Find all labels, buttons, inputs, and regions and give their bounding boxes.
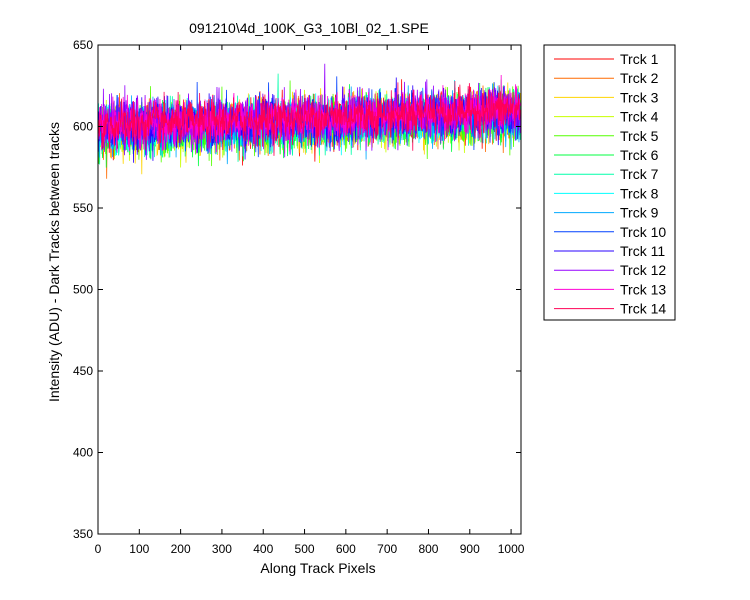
x-tick-label: 400 <box>253 542 273 556</box>
x-tick-label: 500 <box>295 542 315 556</box>
legend-label-trck-3: Trck 3 <box>620 89 659 105</box>
x-tick-label: 300 <box>212 542 232 556</box>
legend-items: Trck 1 Trck 2 Trck 3 Trck 4 Trck 5 Trck 6 Trck… <box>554 51 666 317</box>
x-tick-label: 700 <box>377 542 397 556</box>
x-tick-label: 900 <box>460 542 480 556</box>
y-tick-label: 550 <box>73 201 93 215</box>
legend-label-trck-2: Trck 2 <box>620 70 659 86</box>
series-layer <box>97 63 521 179</box>
legend: Trck 1 Trck 2 Trck 3 Trck 4 Trck 5 Trck 6 Trck… <box>543 44 676 321</box>
legend-label-trck-7: Trck 7 <box>620 166 659 182</box>
y-tick-label: 500 <box>73 283 93 297</box>
x-tick-label: 1000 <box>498 542 525 556</box>
legend-label-trck-1: Trck 1 <box>620 51 659 67</box>
legend-label-trck-4: Trck 4 <box>620 109 659 125</box>
legend-label-trck-13: Trck 13 <box>620 281 666 297</box>
x-axis-label: Along Track Pixels <box>260 560 375 576</box>
legend-label-trck-9: Trck 9 <box>620 205 659 221</box>
legend-label-trck-11: Trck 11 <box>620 243 665 259</box>
chart-title: 091210\4d_100K_G3_10Bl_02_1.SPE <box>189 20 429 36</box>
x-tick-label: 800 <box>418 542 438 556</box>
x-tick-label: 200 <box>171 542 191 556</box>
series-line-trck-14 <box>97 80 521 156</box>
legend-label-trck-6: Trck 6 <box>620 147 659 163</box>
legend-label-trck-12: Trck 12 <box>620 262 666 278</box>
x-tick-label: 0 <box>95 542 102 556</box>
x-tick-label: 600 <box>336 542 356 556</box>
legend-label-trck-5: Trck 5 <box>620 128 659 144</box>
y-axis-label: Intensity (ADU) - Dark Tracks between tr… <box>46 122 62 402</box>
y-tick-label: 650 <box>73 38 93 52</box>
x-tick-label: 100 <box>129 542 149 556</box>
y-tick-label: 450 <box>73 364 93 378</box>
ticks-layer: 0 100 200 300 400 500 600 700 800 900 1000 350 400 45… <box>73 38 525 556</box>
legend-label-trck-14: Trck 14 <box>620 301 666 317</box>
legend-box <box>543 44 676 321</box>
y-tick-label: 600 <box>73 120 93 134</box>
y-tick-label: 350 <box>73 527 93 541</box>
y-tick-label: 400 <box>73 446 93 460</box>
legend-label-trck-8: Trck 8 <box>620 185 659 201</box>
legend-label-trck-10: Trck 10 <box>620 224 666 240</box>
